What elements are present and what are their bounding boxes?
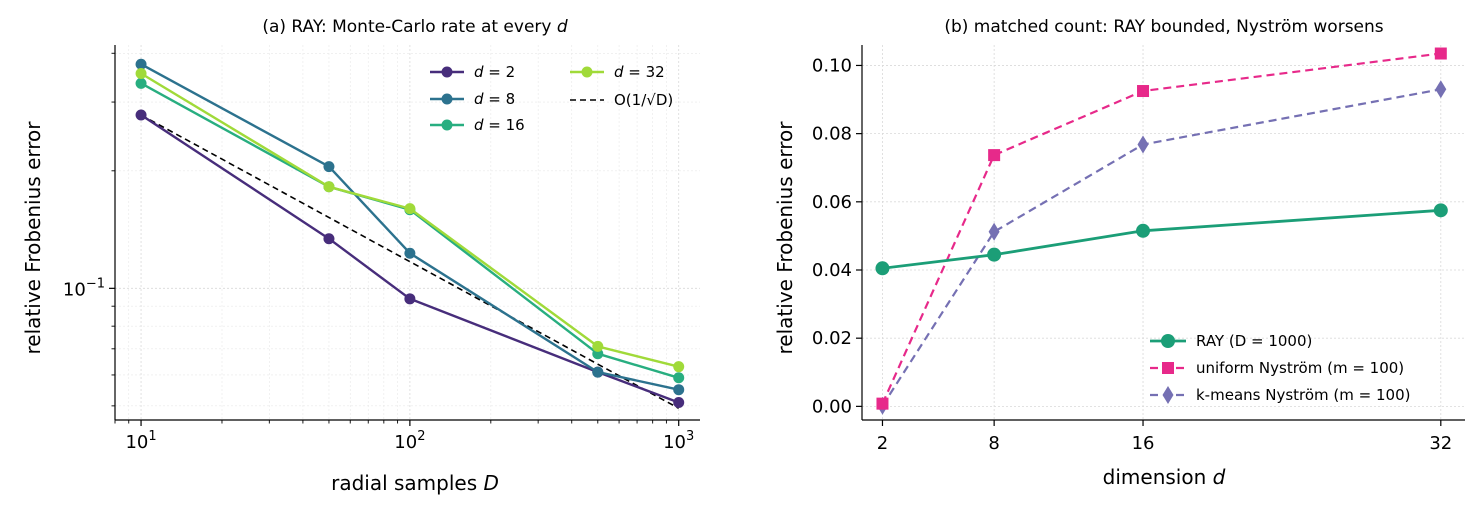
panel-b-y-tick-label: 0.00	[812, 396, 852, 417]
panel-b-point-ray-d-1000	[875, 261, 890, 276]
panel-b-y-tick-label: 0.08	[812, 124, 852, 145]
panel-b-series-line-uniform-nystr-m-m-100	[881, 52, 1441, 405]
panel-b-x-tick-label: 32	[1429, 433, 1452, 454]
panel-a-point-d-32	[323, 181, 335, 193]
panel-b-point-k-means-nystr-m-m-100	[1137, 135, 1149, 154]
panel-a-series-d-32	[135, 68, 685, 373]
panel-b-series-line-k-means-nystr-m-m-100	[881, 88, 1442, 407]
panel-a-point-d-8	[135, 58, 147, 70]
panel-b-y-tick-label: 0.06	[812, 192, 852, 213]
panel-b-legend-label-ray-d-1000: RAY (D = 1000)	[1196, 332, 1312, 350]
panel-a-point-d-32	[673, 361, 685, 373]
panel-a-point-d-2	[673, 397, 685, 409]
panel-a-point-d-8	[404, 247, 416, 259]
panel-a-point-d-32	[592, 340, 604, 352]
panel-a-title: (a) RAY: Monte-Carlo rate at every d	[262, 17, 568, 37]
panel-b-x-axis-label: dimension d	[1103, 465, 1226, 489]
panel-b-series-ray-d-1000	[875, 203, 1448, 276]
panel-a-legend-marker-d-32	[581, 66, 593, 78]
panel-b-x-tick-label: 8	[988, 433, 999, 454]
panel-a-point-d-8	[673, 384, 685, 396]
panel-a-point-d-2	[404, 293, 416, 305]
panel-a-legend-label-d-32: d = 32	[614, 63, 665, 81]
panel-b-point-uniform-nystr-m-m-100	[876, 397, 889, 410]
panel-b-point-uniform-nystr-m-m-100	[1434, 47, 1447, 60]
panel-a-point-d-32	[135, 68, 147, 80]
panel-a-x-tick-label: 102	[394, 429, 425, 453]
panel-a-point-d-2	[135, 109, 147, 121]
panel-a-point-d-2	[323, 233, 335, 245]
panel-b-point-uniform-nystr-m-m-100	[1137, 85, 1150, 98]
panel-b-legend-label-uniform-nystr-m-m-100: uniform Nyström (m = 100)	[1196, 359, 1404, 377]
panel-a-legend-label-d-16: d = 16	[474, 116, 525, 134]
panel-a-x-axis-label: radial samples D	[331, 471, 499, 495]
panel-b-legend-marker-uniform-nystr-m-m-100	[1162, 362, 1174, 374]
panel-a-x-tick-label: 101	[125, 429, 156, 453]
panel-b-chart: (b) matched count: RAY bounded, Nyström …	[773, 17, 1465, 489]
panel-b-point-ray-d-1000	[1433, 203, 1448, 218]
panel-b-series-uniform-nystr-m-m-100	[876, 47, 1447, 410]
panel-a-y-axis-label: relative Frobenius error	[21, 121, 45, 355]
panel-b-y-axis-label: relative Frobenius error	[773, 121, 797, 355]
panel-a-y-tick-label: 10−1	[63, 276, 105, 300]
panel-a-point-d-8	[323, 161, 335, 173]
panel-a-point-d-8	[592, 366, 604, 378]
panel-a-point-d-16	[135, 77, 147, 89]
panel-b-y-tick-label: 0.04	[812, 260, 852, 281]
panel-b-point-ray-d-1000	[987, 247, 1002, 262]
panel-a-chart: (a) RAY: Monte-Carlo rate at every d 101…	[21, 17, 700, 495]
panel-a-series-d-8	[135, 58, 685, 396]
panel-b-legend-marker-k-means-nystr-m-m-100	[1162, 386, 1174, 404]
panel-a-legend-marker-d-16	[441, 119, 453, 131]
panel-a-legend-label-d-2: d = 2	[474, 63, 515, 81]
panel-a-legend-label-reference: O(1/√D)	[614, 91, 673, 109]
panel-b-point-uniform-nystr-m-m-100	[988, 149, 1001, 162]
panel-a-legend: d = 2 d = 8 d = 16 d = 32 O(1/√D)	[430, 63, 673, 134]
panel-a-x-tick-label: 103	[663, 429, 694, 453]
panel-b-point-ray-d-1000	[1136, 223, 1151, 238]
panel-b-legend-label-k-means-nystr-m-m-100: k-means Nyström (m = 100)	[1196, 386, 1410, 404]
panel-a-point-d-32	[404, 203, 416, 215]
panel-b-title: (b) matched count: RAY bounded, Nyström …	[944, 17, 1383, 37]
panel-b-legend: RAY (D = 1000) uniform Nyström (m = 100) k…	[1150, 332, 1410, 404]
panel-b-series-line-ray-d-1000	[882, 208, 1441, 270]
panel-b-point-k-means-nystr-m-m-100	[988, 222, 1000, 241]
panel-b-x-tick-label: 16	[1132, 433, 1155, 454]
panel-b-y-tick-label: 0.10	[812, 55, 852, 76]
panel-b-legend-marker-ray-d-1000	[1161, 334, 1175, 348]
panel-b-y-tick-label: 0.02	[812, 328, 852, 349]
panel-a-legend-marker-d-8	[441, 93, 453, 105]
panel-a-legend-label-d-8: d = 8	[474, 90, 515, 108]
panel-b-x-tick-label: 2	[877, 433, 888, 454]
panel-a-reference-line	[140, 114, 680, 410]
panel-a-point-d-16	[673, 372, 685, 384]
panel-a-legend-marker-d-2	[441, 66, 453, 78]
panel-b-point-k-means-nystr-m-m-100	[1435, 80, 1447, 99]
